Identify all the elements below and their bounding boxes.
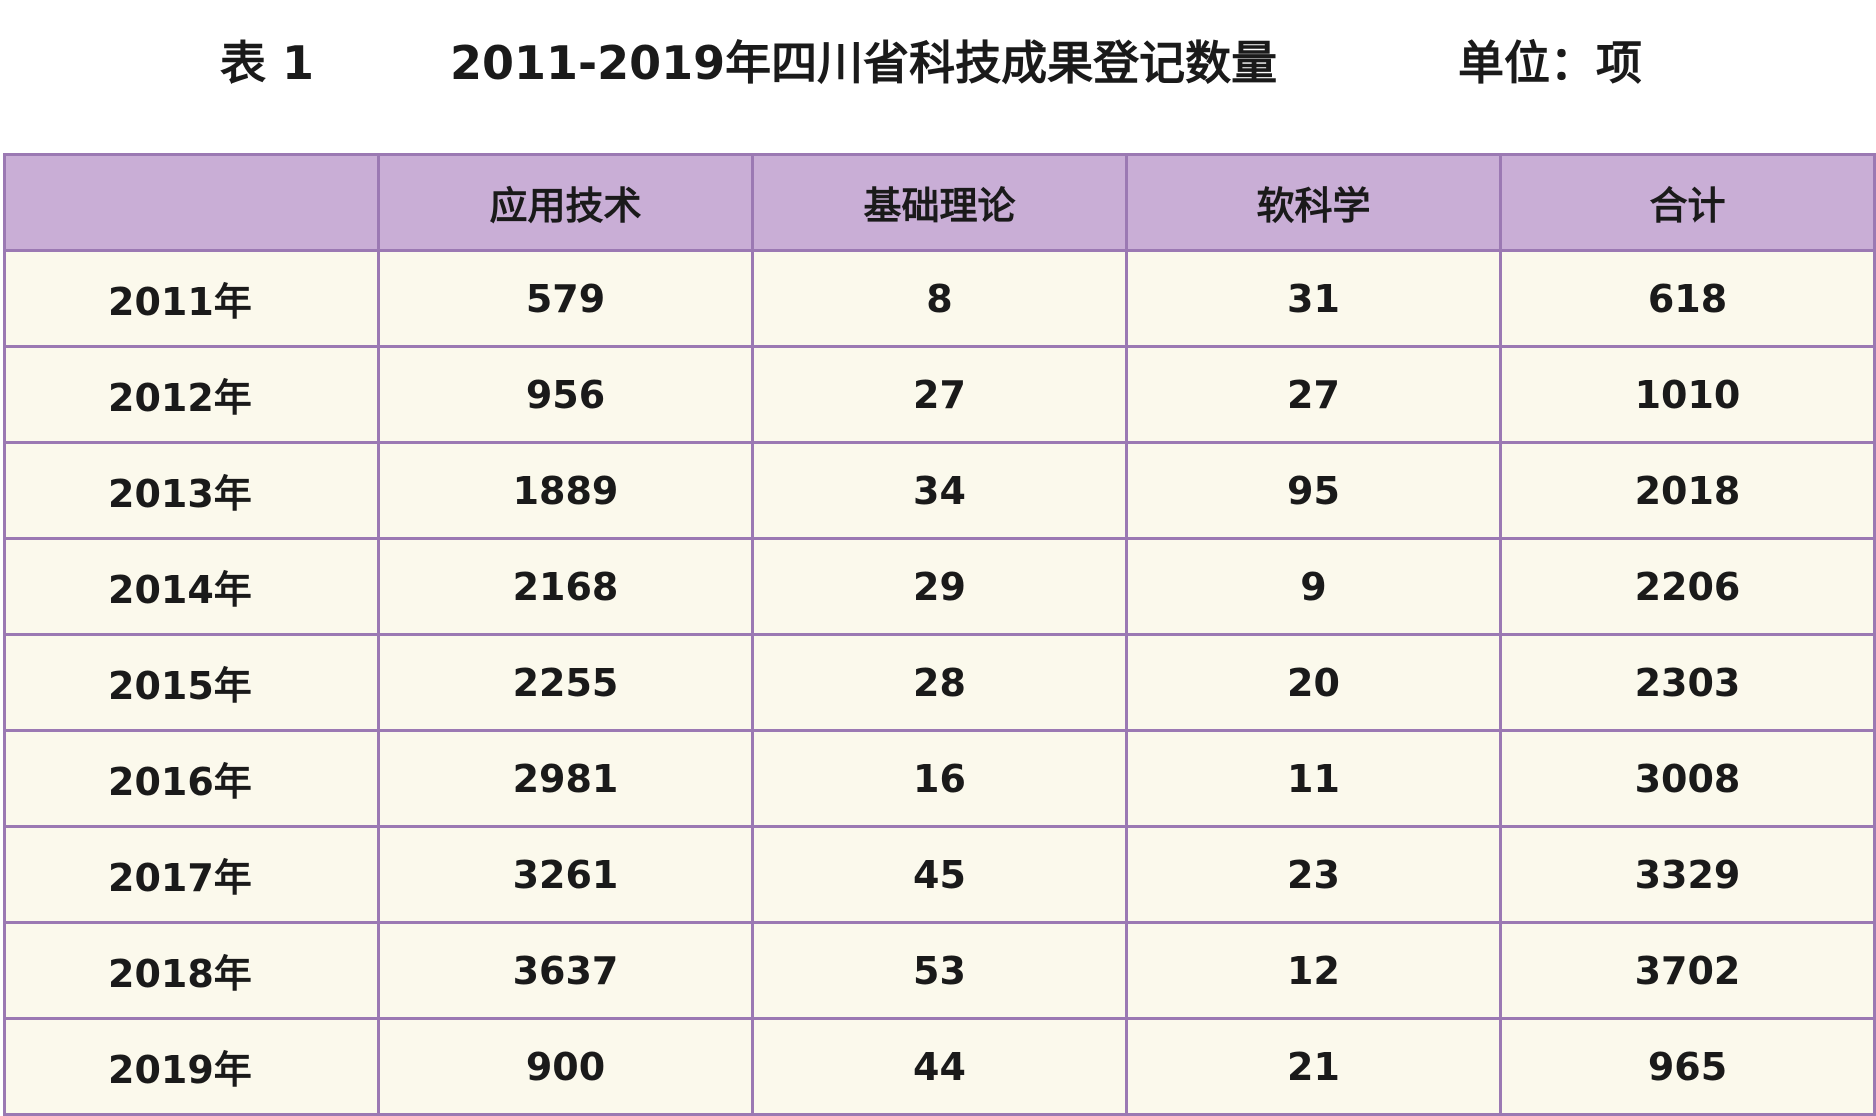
cell-total: 2206 <box>1499 537 1876 636</box>
cell-applied-tech: 956 <box>377 345 754 444</box>
cell-soft-science: 27 <box>1125 345 1502 444</box>
cell-basic-theory: 34 <box>751 441 1128 540</box>
cell-total: 3329 <box>1499 825 1876 924</box>
cell-applied-tech: 2168 <box>377 537 754 636</box>
data-table-container: 应用技术 基础理论 软科学 合计 2011年 579 8 31 618 2012年 956 2… <box>3 153 1876 1116</box>
cell-basic-theory: 16 <box>751 729 1128 828</box>
table-unit: 单位：项 <box>1458 36 1642 90</box>
cell-soft-science: 21 <box>1125 1017 1502 1116</box>
cell-soft-science: 20 <box>1125 633 1502 732</box>
table-row: 2011年 579 8 31 618 <box>3 249 1876 348</box>
cell-total: 2018 <box>1499 441 1876 540</box>
cell-basic-theory: 28 <box>751 633 1128 732</box>
cell-applied-tech: 3637 <box>377 921 754 1020</box>
header-cell-basic-theory: 基础理论 <box>751 153 1128 252</box>
table-caption: 表 1 2011-2019年四川省科技成果登记数量 单位：项 <box>0 28 1876 98</box>
header-row: 应用技术 基础理论 软科学 合计 <box>3 153 1876 252</box>
cell-applied-tech: 1889 <box>377 441 754 540</box>
cell-applied-tech: 3261 <box>377 825 754 924</box>
cell-year: 2013年 <box>3 441 380 540</box>
table-row: 2019年 900 44 21 965 <box>3 1017 1876 1116</box>
cell-applied-tech: 900 <box>377 1017 754 1116</box>
table-row: 2013年 1889 34 95 2018 <box>3 441 1876 540</box>
cell-year: 2015年 <box>3 633 380 732</box>
cell-soft-science: 11 <box>1125 729 1502 828</box>
cell-basic-theory: 29 <box>751 537 1128 636</box>
header-cell-year <box>3 153 380 252</box>
cell-total: 3702 <box>1499 921 1876 1020</box>
table-row: 2017年 3261 45 23 3329 <box>3 825 1876 924</box>
header-cell-total: 合计 <box>1499 153 1876 252</box>
table-number: 表 1 <box>220 36 315 90</box>
table-row: 2018年 3637 53 12 3702 <box>3 921 1876 1020</box>
table-title: 2011-2019年四川省科技成果登记数量 <box>450 36 1278 90</box>
table-row: 2015年 2255 28 20 2303 <box>3 633 1876 732</box>
cell-soft-science: 31 <box>1125 249 1502 348</box>
header-cell-applied-tech: 应用技术 <box>377 153 754 252</box>
table-body: 2011年 579 8 31 618 2012年 956 27 27 1010 2013年 1889 3… <box>3 249 1876 1116</box>
cell-total: 3008 <box>1499 729 1876 828</box>
cell-year: 2011年 <box>3 249 380 348</box>
cell-year: 2016年 <box>3 729 380 828</box>
cell-total: 2303 <box>1499 633 1876 732</box>
cell-basic-theory: 53 <box>751 921 1128 1020</box>
cell-soft-science: 12 <box>1125 921 1502 1020</box>
cell-year: 2017年 <box>3 825 380 924</box>
cell-basic-theory: 8 <box>751 249 1128 348</box>
cell-year: 2014年 <box>3 537 380 636</box>
table-row: 2014年 2168 29 9 2206 <box>3 537 1876 636</box>
cell-total: 618 <box>1499 249 1876 348</box>
cell-applied-tech: 2255 <box>377 633 754 732</box>
table-header: 应用技术 基础理论 软科学 合计 <box>3 153 1876 252</box>
cell-soft-science: 95 <box>1125 441 1502 540</box>
cell-basic-theory: 27 <box>751 345 1128 444</box>
cell-total: 965 <box>1499 1017 1876 1116</box>
cell-basic-theory: 45 <box>751 825 1128 924</box>
table-row: 2016年 2981 16 11 3008 <box>3 729 1876 828</box>
cell-year: 2018年 <box>3 921 380 1020</box>
cell-basic-theory: 44 <box>751 1017 1128 1116</box>
header-cell-soft-science: 软科学 <box>1125 153 1502 252</box>
cell-applied-tech: 579 <box>377 249 754 348</box>
cell-soft-science: 23 <box>1125 825 1502 924</box>
data-table: 应用技术 基础理论 软科学 合计 2011年 579 8 31 618 2012年 956 2… <box>3 153 1876 1116</box>
cell-year: 2019年 <box>3 1017 380 1116</box>
cell-total: 1010 <box>1499 345 1876 444</box>
cell-applied-tech: 2981 <box>377 729 754 828</box>
cell-year: 2012年 <box>3 345 380 444</box>
table-row: 2012年 956 27 27 1010 <box>3 345 1876 444</box>
cell-soft-science: 9 <box>1125 537 1502 636</box>
